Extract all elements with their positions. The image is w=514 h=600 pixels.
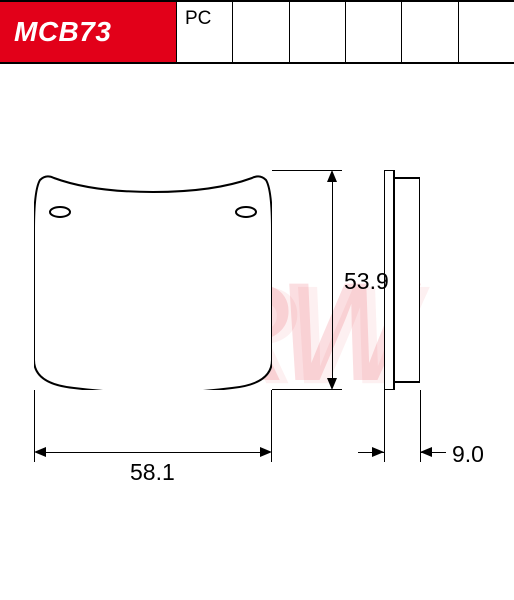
brake-pad-face bbox=[34, 170, 272, 390]
header-cell-4 bbox=[401, 2, 457, 62]
pad-face-svg bbox=[34, 170, 272, 390]
dim-width-arrow-right bbox=[260, 447, 272, 457]
part-number-cell: MCB73 bbox=[0, 2, 176, 62]
header-cells: PC bbox=[176, 2, 514, 62]
header-cell-label: PC bbox=[185, 8, 211, 30]
header-cell-0: PC bbox=[176, 2, 232, 62]
dim-thick-tick-left bbox=[384, 390, 385, 462]
dim-height-line bbox=[332, 180, 333, 380]
dim-width-arrow-left bbox=[34, 447, 46, 457]
dim-width-line bbox=[44, 452, 262, 453]
brake-pad-side bbox=[384, 170, 420, 390]
header-row: MCB73 PC bbox=[0, 0, 514, 64]
pad-side-svg bbox=[384, 170, 420, 390]
diagram-area: TRW TRW 58.1 bbox=[0, 64, 514, 600]
friction-material bbox=[394, 178, 420, 382]
pad-outline bbox=[34, 176, 272, 390]
dim-thick-label: 9.0 bbox=[452, 441, 484, 468]
part-number: MCB73 bbox=[14, 16, 111, 48]
dim-thick-arrow-right bbox=[420, 447, 432, 457]
header-cell-2 bbox=[289, 2, 345, 62]
dim-height-arrow-bottom bbox=[327, 378, 337, 390]
header-cell-5 bbox=[458, 2, 514, 62]
diagram-container: MCB73 PC TRW TRW bbox=[0, 0, 514, 600]
dim-height-arrow-top bbox=[327, 170, 337, 182]
dim-thick-arrow-left bbox=[372, 447, 384, 457]
dim-height-label: 53.9 bbox=[344, 268, 389, 295]
header-cell-3 bbox=[345, 2, 401, 62]
header-cell-1 bbox=[232, 2, 288, 62]
dim-width-label: 58.1 bbox=[130, 459, 175, 486]
